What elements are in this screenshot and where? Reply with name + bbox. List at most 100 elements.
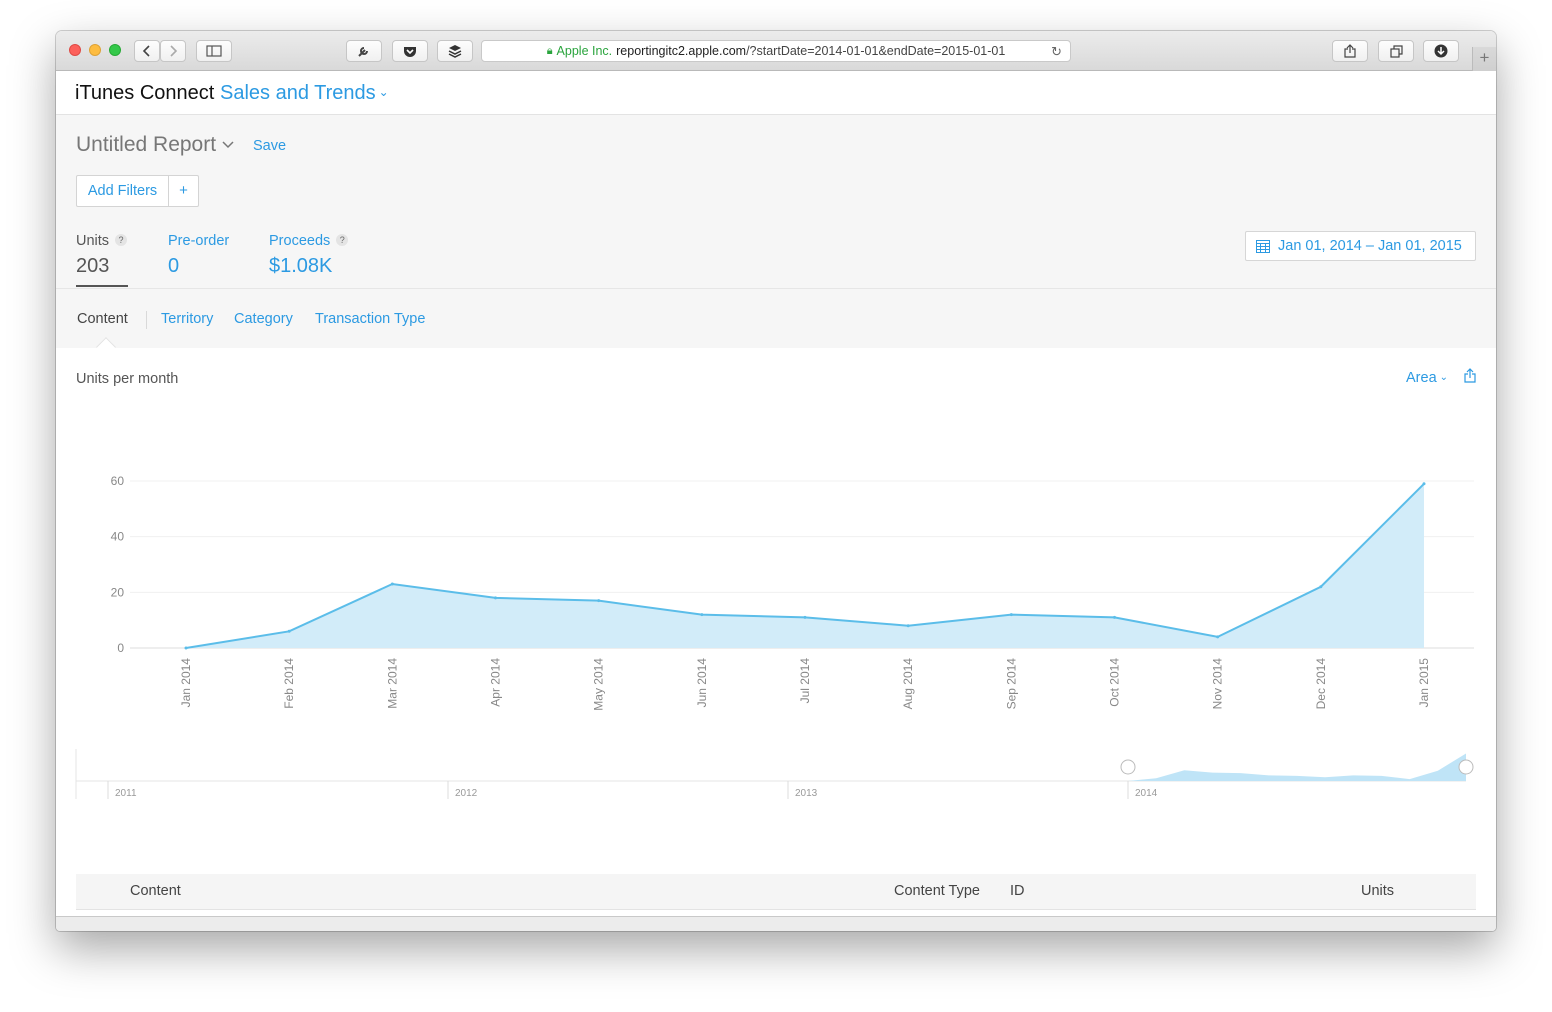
data-point bbox=[597, 599, 601, 603]
report-title[interactable]: Untitled Report bbox=[76, 133, 217, 156]
metric-preorder-label: Pre-order bbox=[168, 233, 230, 249]
x-tick-label: Jun 2014 bbox=[695, 658, 709, 708]
close-window-button[interactable] bbox=[69, 44, 81, 56]
x-tick-label: Jul 2014 bbox=[798, 658, 812, 704]
browser-window: 🔒︎ Apple Inc. reportingitc2.apple.com /?… bbox=[56, 31, 1496, 931]
data-point bbox=[700, 613, 704, 617]
chart-type-menu[interactable]: Area ⌄ bbox=[1406, 370, 1448, 386]
window-bottom-edge bbox=[56, 916, 1496, 931]
new-tab-button[interactable]: + bbox=[1472, 47, 1496, 71]
add-filters-button[interactable]: Add Filters bbox=[77, 176, 169, 206]
tabs-icon bbox=[1389, 44, 1403, 58]
x-tick-label: Dec 2014 bbox=[1314, 658, 1328, 710]
tab-content[interactable]: Content bbox=[77, 311, 128, 327]
x-tick-label: Mar 2014 bbox=[385, 658, 399, 709]
zoom-window-button[interactable] bbox=[109, 44, 121, 56]
y-tick-label: 20 bbox=[111, 585, 125, 599]
browser-toolbar: 🔒︎ Apple Inc. reportingitc2.apple.com /?… bbox=[56, 31, 1496, 71]
address-bar[interactable]: 🔒︎ Apple Inc. reportingitc2.apple.com /?… bbox=[481, 40, 1071, 62]
y-tick-label: 0 bbox=[117, 641, 124, 655]
chart-type-label: Area bbox=[1406, 370, 1437, 386]
data-point bbox=[906, 624, 910, 628]
tab-category[interactable]: Category bbox=[234, 311, 293, 327]
add-filter-plus-button[interactable]: + bbox=[179, 182, 188, 199]
dimension-tabs: Content Territory Category Transaction T… bbox=[56, 288, 1496, 357]
timeline-overview[interactable]: 2011 2012 2013 2014 bbox=[56, 741, 1496, 801]
date-range-picker[interactable]: Jan 01, 2014 – Jan 01, 2015 bbox=[1245, 231, 1476, 261]
overview-year-label: 2012 bbox=[455, 788, 478, 799]
x-tick-label: Jan 2015 bbox=[1417, 658, 1431, 708]
forward-button[interactable] bbox=[160, 40, 186, 62]
lock-icon: 🔒︎ bbox=[546, 44, 553, 57]
chevron-left-icon bbox=[142, 45, 150, 57]
data-point bbox=[1113, 615, 1116, 619]
help-icon[interactable]: ? bbox=[115, 234, 128, 246]
share-icon bbox=[1344, 44, 1356, 58]
downloads-button[interactable] bbox=[1423, 40, 1459, 62]
url-path: /?startDate=2014-01-01&endDate=2015-01-0… bbox=[746, 44, 1006, 58]
module-label: Sales and Trends bbox=[220, 82, 376, 104]
x-tick-label: Sep 2014 bbox=[1004, 658, 1018, 710]
extension-button-tools[interactable] bbox=[346, 40, 382, 62]
chevron-down-icon: ⌄ bbox=[378, 85, 389, 99]
extension-button-buffer[interactable] bbox=[437, 40, 473, 62]
table-header: Content Content Type ID Units bbox=[76, 874, 1476, 910]
overview-year-label: 2014 bbox=[1135, 788, 1158, 799]
sidebar-button[interactable] bbox=[196, 40, 232, 62]
x-tick-label: Feb 2014 bbox=[282, 658, 296, 709]
overview-year-label: 2013 bbox=[795, 788, 818, 799]
x-tick-label: Oct 2014 bbox=[1108, 658, 1122, 707]
download-icon bbox=[1434, 44, 1448, 58]
data-point bbox=[184, 646, 188, 650]
metric-units-value: 203 bbox=[76, 255, 110, 277]
share-button[interactable] bbox=[1332, 40, 1368, 62]
data-point bbox=[494, 596, 497, 600]
metric-units-label: Units bbox=[76, 233, 110, 249]
export-chart-icon[interactable] bbox=[1464, 368, 1476, 383]
data-point bbox=[1009, 613, 1013, 617]
data-point bbox=[1319, 585, 1323, 589]
x-tick-label: May 2014 bbox=[592, 658, 606, 711]
layers-icon bbox=[448, 45, 462, 58]
x-tick-label: Jan 2014 bbox=[179, 658, 193, 708]
reload-icon[interactable]: ↻ bbox=[1051, 44, 1062, 59]
save-button[interactable]: Save bbox=[253, 138, 287, 154]
data-point bbox=[1216, 635, 1220, 639]
overview-area bbox=[1128, 753, 1466, 781]
data-point bbox=[1422, 482, 1426, 486]
metric-proceeds-label: Proceeds bbox=[269, 233, 331, 249]
column-units[interactable]: Units bbox=[1361, 883, 1395, 899]
help-icon[interactable]: ? bbox=[336, 234, 349, 246]
metric-preorder-value: 0 bbox=[168, 255, 180, 277]
module-menu[interactable]: Sales and Trends ⌄ bbox=[220, 82, 389, 105]
extension-button-pocket[interactable] bbox=[392, 40, 428, 62]
url-host: reportingitc2.apple.com bbox=[616, 44, 747, 58]
x-tick-label: Aug 2014 bbox=[901, 658, 915, 710]
y-tick-label: 60 bbox=[111, 474, 125, 488]
tabs-overview-button[interactable] bbox=[1378, 40, 1414, 62]
metric-proceeds-value: $1.08K bbox=[269, 255, 333, 277]
back-button[interactable] bbox=[134, 40, 160, 62]
x-tick-label: Apr 2014 bbox=[489, 658, 503, 707]
column-content-type[interactable]: Content Type bbox=[894, 883, 980, 899]
data-point bbox=[803, 615, 807, 619]
series-area bbox=[186, 483, 1424, 648]
units-area-chart: 0 20 40 60 Jan 2014 Feb 2014 Mar 2014 Apr 2014 M… bbox=[111, 474, 1474, 711]
calendar-icon bbox=[1256, 240, 1270, 253]
metric-preorder[interactable]: Pre-order 0 bbox=[168, 233, 229, 278]
tab-transaction-type[interactable]: Transaction Type bbox=[315, 311, 426, 327]
range-handle-start[interactable] bbox=[1120, 759, 1136, 775]
range-handle-end[interactable] bbox=[1458, 759, 1474, 775]
minimize-window-button[interactable] bbox=[89, 44, 101, 56]
chart-title: Units per month bbox=[76, 371, 179, 387]
brand-title: iTunes Connect bbox=[75, 82, 215, 104]
chevron-down-icon: ⌄ bbox=[1439, 372, 1449, 383]
chevron-down-icon[interactable] bbox=[221, 137, 235, 151]
metric-units[interactable]: Units? 203 bbox=[76, 233, 128, 278]
wrench-icon bbox=[358, 47, 368, 57]
column-content[interactable]: Content bbox=[130, 883, 181, 899]
metric-proceeds[interactable]: Proceeds? $1.08K bbox=[269, 233, 349, 278]
overview-year-label: 2011 bbox=[115, 788, 137, 799]
tab-territory[interactable]: Territory bbox=[161, 311, 214, 327]
column-id[interactable]: ID bbox=[1010, 883, 1025, 899]
